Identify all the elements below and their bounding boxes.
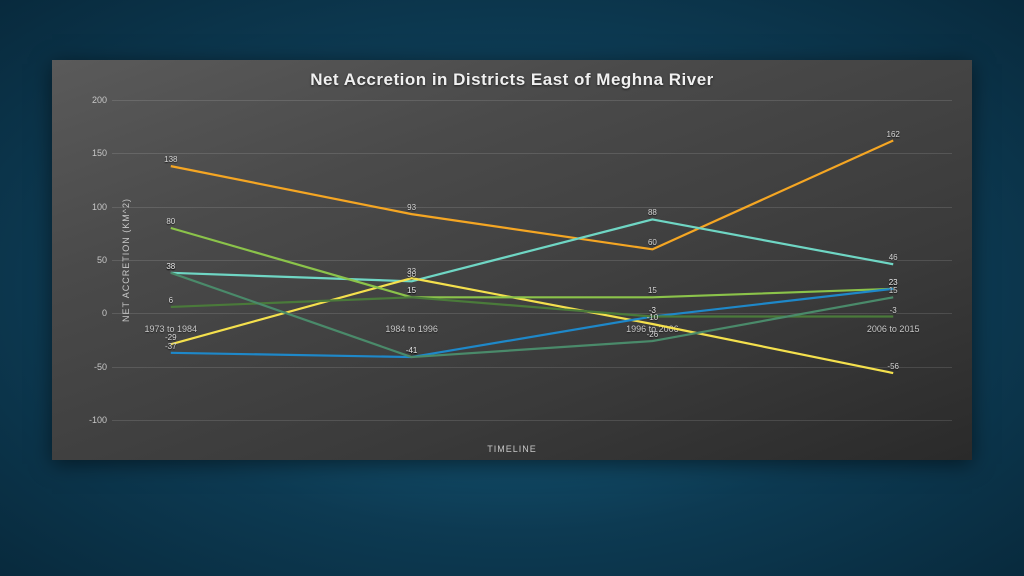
line-layer — [112, 100, 952, 420]
plot-area: -100-500501001502001973 to 19841984 to 1… — [112, 100, 952, 420]
y-tick-label: -50 — [77, 362, 107, 372]
y-tick-label: 200 — [77, 95, 107, 105]
y-tick-label: 50 — [77, 255, 107, 265]
gridline — [112, 420, 952, 421]
chart-title: Net Accretion in Districts East of Meghn… — [52, 70, 972, 90]
x-axis-label: TIMELINE — [487, 444, 537, 454]
chart-panel: Net Accretion in Districts East of Meghn… — [52, 60, 972, 460]
series-line-lime — [171, 228, 893, 297]
y-tick-label: -100 — [77, 415, 107, 425]
y-tick-label: 100 — [77, 202, 107, 212]
series-line-orange — [171, 141, 893, 250]
series-line-blue — [171, 289, 893, 357]
y-tick-label: 0 — [77, 308, 107, 318]
y-tick-label: 150 — [77, 148, 107, 158]
series-line-teal-light — [171, 219, 893, 281]
